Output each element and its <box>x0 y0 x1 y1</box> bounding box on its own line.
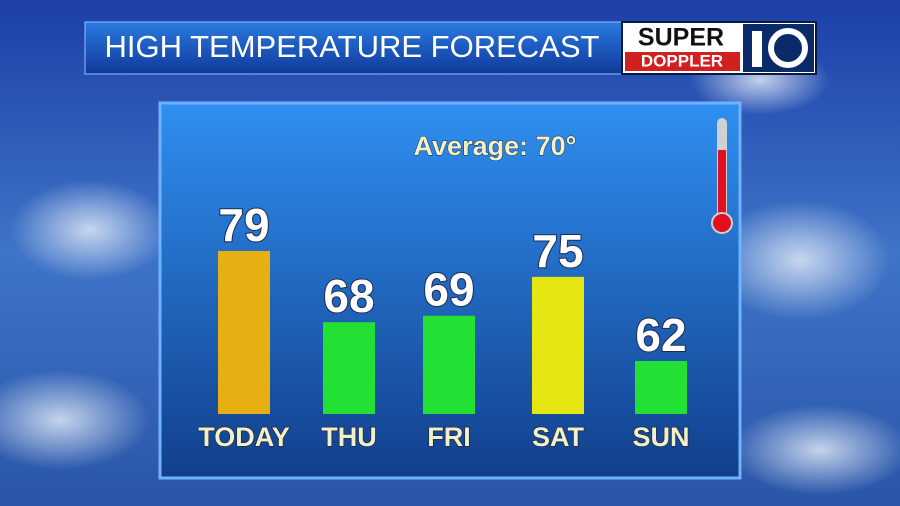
logo-one <box>752 31 762 67</box>
thermometer <box>711 118 733 234</box>
x-tick-label: TODAY <box>198 422 290 452</box>
value-label: 75 <box>532 225 583 277</box>
bar <box>532 276 584 414</box>
x-tick-label: SAT <box>532 422 585 452</box>
value-label: 79 <box>218 199 269 251</box>
bars: 79 TODAY 68 THU 69 FRI 75 SAT 62 SUN <box>197 198 690 453</box>
bar <box>423 315 475 414</box>
logo: SUPER DOPPLER <box>621 21 817 75</box>
logo-wave <box>768 28 808 68</box>
x-tick-label: FRI <box>427 422 471 452</box>
thermometer-bulb <box>711 212 733 234</box>
bar <box>323 322 375 414</box>
bar <box>218 251 270 414</box>
title-bar <box>84 21 626 75</box>
x-tick-label: THU <box>321 422 377 452</box>
logo-bottom: DOPPLER <box>641 51 723 70</box>
chart-title: HIGH TEMPERATURE FORECAST <box>105 29 600 64</box>
value-label: 62 <box>635 309 686 361</box>
thermometer-fill <box>718 150 726 220</box>
cloud <box>0 370 150 470</box>
logo-top: SUPER <box>638 24 724 52</box>
cloud <box>10 180 170 280</box>
cloud <box>710 200 890 320</box>
x-tick-label: SUN <box>632 422 689 452</box>
logo-band <box>625 52 740 71</box>
bar <box>635 361 687 414</box>
average-label: Average: 70° <box>414 131 577 161</box>
value-label: 68 <box>323 270 374 322</box>
cloud <box>730 405 900 495</box>
value-label: 69 <box>423 264 474 316</box>
